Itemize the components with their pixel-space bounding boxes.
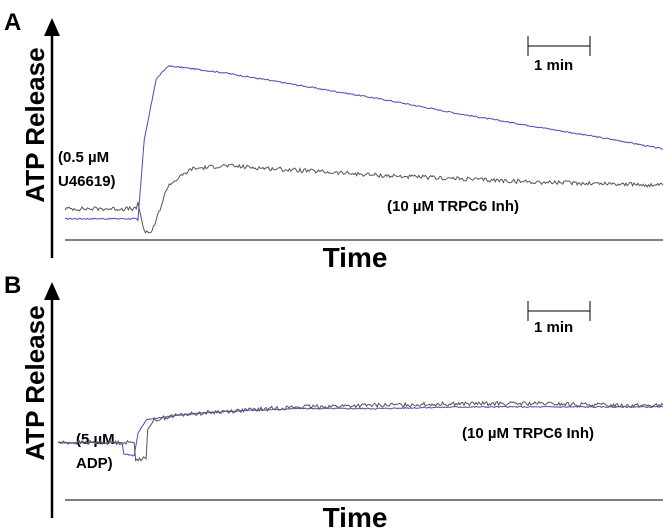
panel-letter-b: B <box>4 272 21 299</box>
traces-b <box>57 400 663 462</box>
trace-b-series-2 <box>57 400 663 462</box>
agonist-label-b-line1: (5 µM <box>76 431 115 448</box>
panel-b: B ATP Release Time 1 min (5 µM ADP) (10 … <box>4 272 663 531</box>
traces-a <box>64 64 663 234</box>
y-axis-title-b: ATP Release <box>20 305 50 460</box>
trace-b-series-1 <box>57 405 663 457</box>
panel-a: A ATP Release Time 1 min (0.5 µM U46619)… <box>4 9 663 273</box>
x-axis-title-b: Time <box>323 502 388 531</box>
y-axis-arrowhead-b <box>44 282 60 300</box>
y-axis-title-a: ATP Release <box>20 47 50 202</box>
trace-a-series-2 <box>64 163 663 234</box>
scale-bar-label-b: 1 min <box>534 319 573 336</box>
scale-bar-b <box>527 301 591 321</box>
panel-letter-a: A <box>4 9 21 36</box>
agonist-label-a-line2: U46619) <box>58 173 116 190</box>
treatment-label-a: (10 µM TRPC6 Inh) <box>387 198 519 215</box>
y-axis-arrowhead-a <box>44 18 60 36</box>
agonist-label-a-line1: (0.5 µM <box>58 149 109 166</box>
agonist-label-b-line2: ADP) <box>76 455 113 472</box>
scale-bar-label-a: 1 min <box>534 57 573 74</box>
trace-a-series-1 <box>65 64 663 222</box>
scale-bar-a <box>527 36 591 56</box>
x-axis-title-a: Time <box>323 242 388 273</box>
treatment-label-b: (10 µM TRPC6 Inh) <box>462 425 594 442</box>
